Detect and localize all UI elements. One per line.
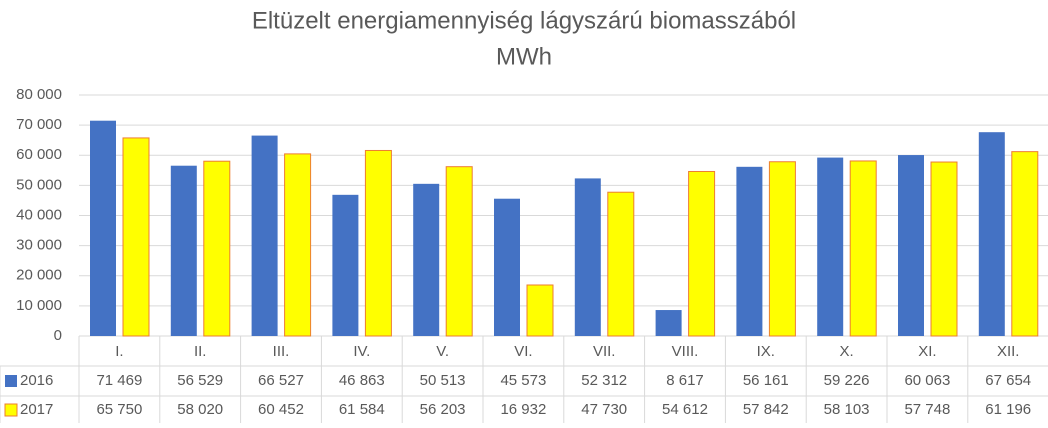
bar [736, 166, 763, 336]
bar [688, 170, 716, 337]
bar [526, 284, 554, 337]
y-tick-label: 60 000 [16, 146, 62, 163]
y-tick-label: 30 000 [16, 237, 62, 254]
x-tick-label: XI. [918, 343, 936, 360]
table-value: 71 469 [96, 372, 142, 389]
table-value: 16 932 [500, 401, 546, 418]
legend-label: 2016 [20, 372, 53, 389]
x-tick-label: XII. [997, 343, 1020, 360]
bar [170, 165, 197, 336]
x-tick-label: III. [273, 343, 290, 360]
bar [574, 178, 601, 336]
x-tick-label: V. [436, 343, 449, 360]
table-value: 56 203 [420, 401, 466, 418]
table-value: 45 573 [500, 372, 546, 389]
table-value: 57 842 [743, 401, 789, 418]
table-value: 60 063 [904, 372, 950, 389]
bar [122, 137, 150, 337]
table-value: 52 312 [581, 372, 627, 389]
table-value: 46 863 [339, 372, 385, 389]
y-tick-label: 50 000 [16, 176, 62, 193]
bar [332, 194, 359, 336]
table-value: 8 617 [666, 372, 704, 389]
x-tick-label: X. [840, 343, 854, 360]
bar [1011, 151, 1039, 337]
chart-subtitle: MWh [496, 43, 552, 70]
legend-swatch [5, 375, 17, 387]
x-tick-label: II. [194, 343, 207, 360]
bar [413, 183, 440, 336]
y-tick-label: 0 [54, 327, 62, 344]
table-value: 59 226 [824, 372, 870, 389]
bar [90, 120, 116, 336]
table-value: 58 103 [824, 401, 870, 418]
table-value: 60 452 [258, 401, 304, 418]
y-tick-label: 40 000 [16, 206, 62, 223]
x-tick-label: IX. [757, 343, 775, 360]
table-value: 66 527 [258, 372, 304, 389]
x-tick-label: VI. [514, 343, 532, 360]
table-value: 56 161 [743, 372, 789, 389]
table-value: 56 529 [177, 372, 223, 389]
bar [251, 135, 278, 336]
table-value: 65 750 [96, 401, 142, 418]
table-value: 47 730 [581, 401, 627, 418]
table-value: 67 654 [985, 372, 1031, 389]
bar [445, 166, 473, 337]
bar [898, 155, 924, 336]
x-tick-label: VII. [593, 343, 616, 360]
legend-swatch [4, 403, 18, 417]
y-tick-label: 80 000 [16, 86, 62, 103]
y-tick-label: 10 000 [16, 297, 62, 314]
bar [284, 153, 312, 337]
x-tick-label: I. [115, 343, 123, 360]
bar [655, 310, 682, 336]
legend-label: 2017 [20, 401, 53, 418]
bar [203, 160, 231, 337]
bar [817, 157, 844, 336]
table-value: 54 612 [662, 401, 708, 418]
y-tick-label: 70 000 [16, 116, 62, 133]
table-value: 57 748 [904, 401, 950, 418]
table-value: 50 513 [420, 372, 466, 389]
bar [607, 191, 635, 337]
bar [978, 132, 1005, 336]
bar [768, 161, 796, 337]
x-tick-label: IV. [353, 343, 370, 360]
table-value: 61 196 [985, 401, 1031, 418]
bar [930, 161, 958, 337]
bar [849, 160, 877, 337]
chart-title: Eltüzelt energiamennyiség lágyszárú biom… [252, 7, 796, 34]
bar [364, 149, 392, 337]
y-tick-label: 20 000 [16, 267, 62, 284]
table-value: 61 584 [339, 401, 385, 418]
table-value: 58 020 [177, 401, 223, 418]
bar [494, 198, 520, 336]
x-tick-label: VIII. [672, 343, 699, 360]
